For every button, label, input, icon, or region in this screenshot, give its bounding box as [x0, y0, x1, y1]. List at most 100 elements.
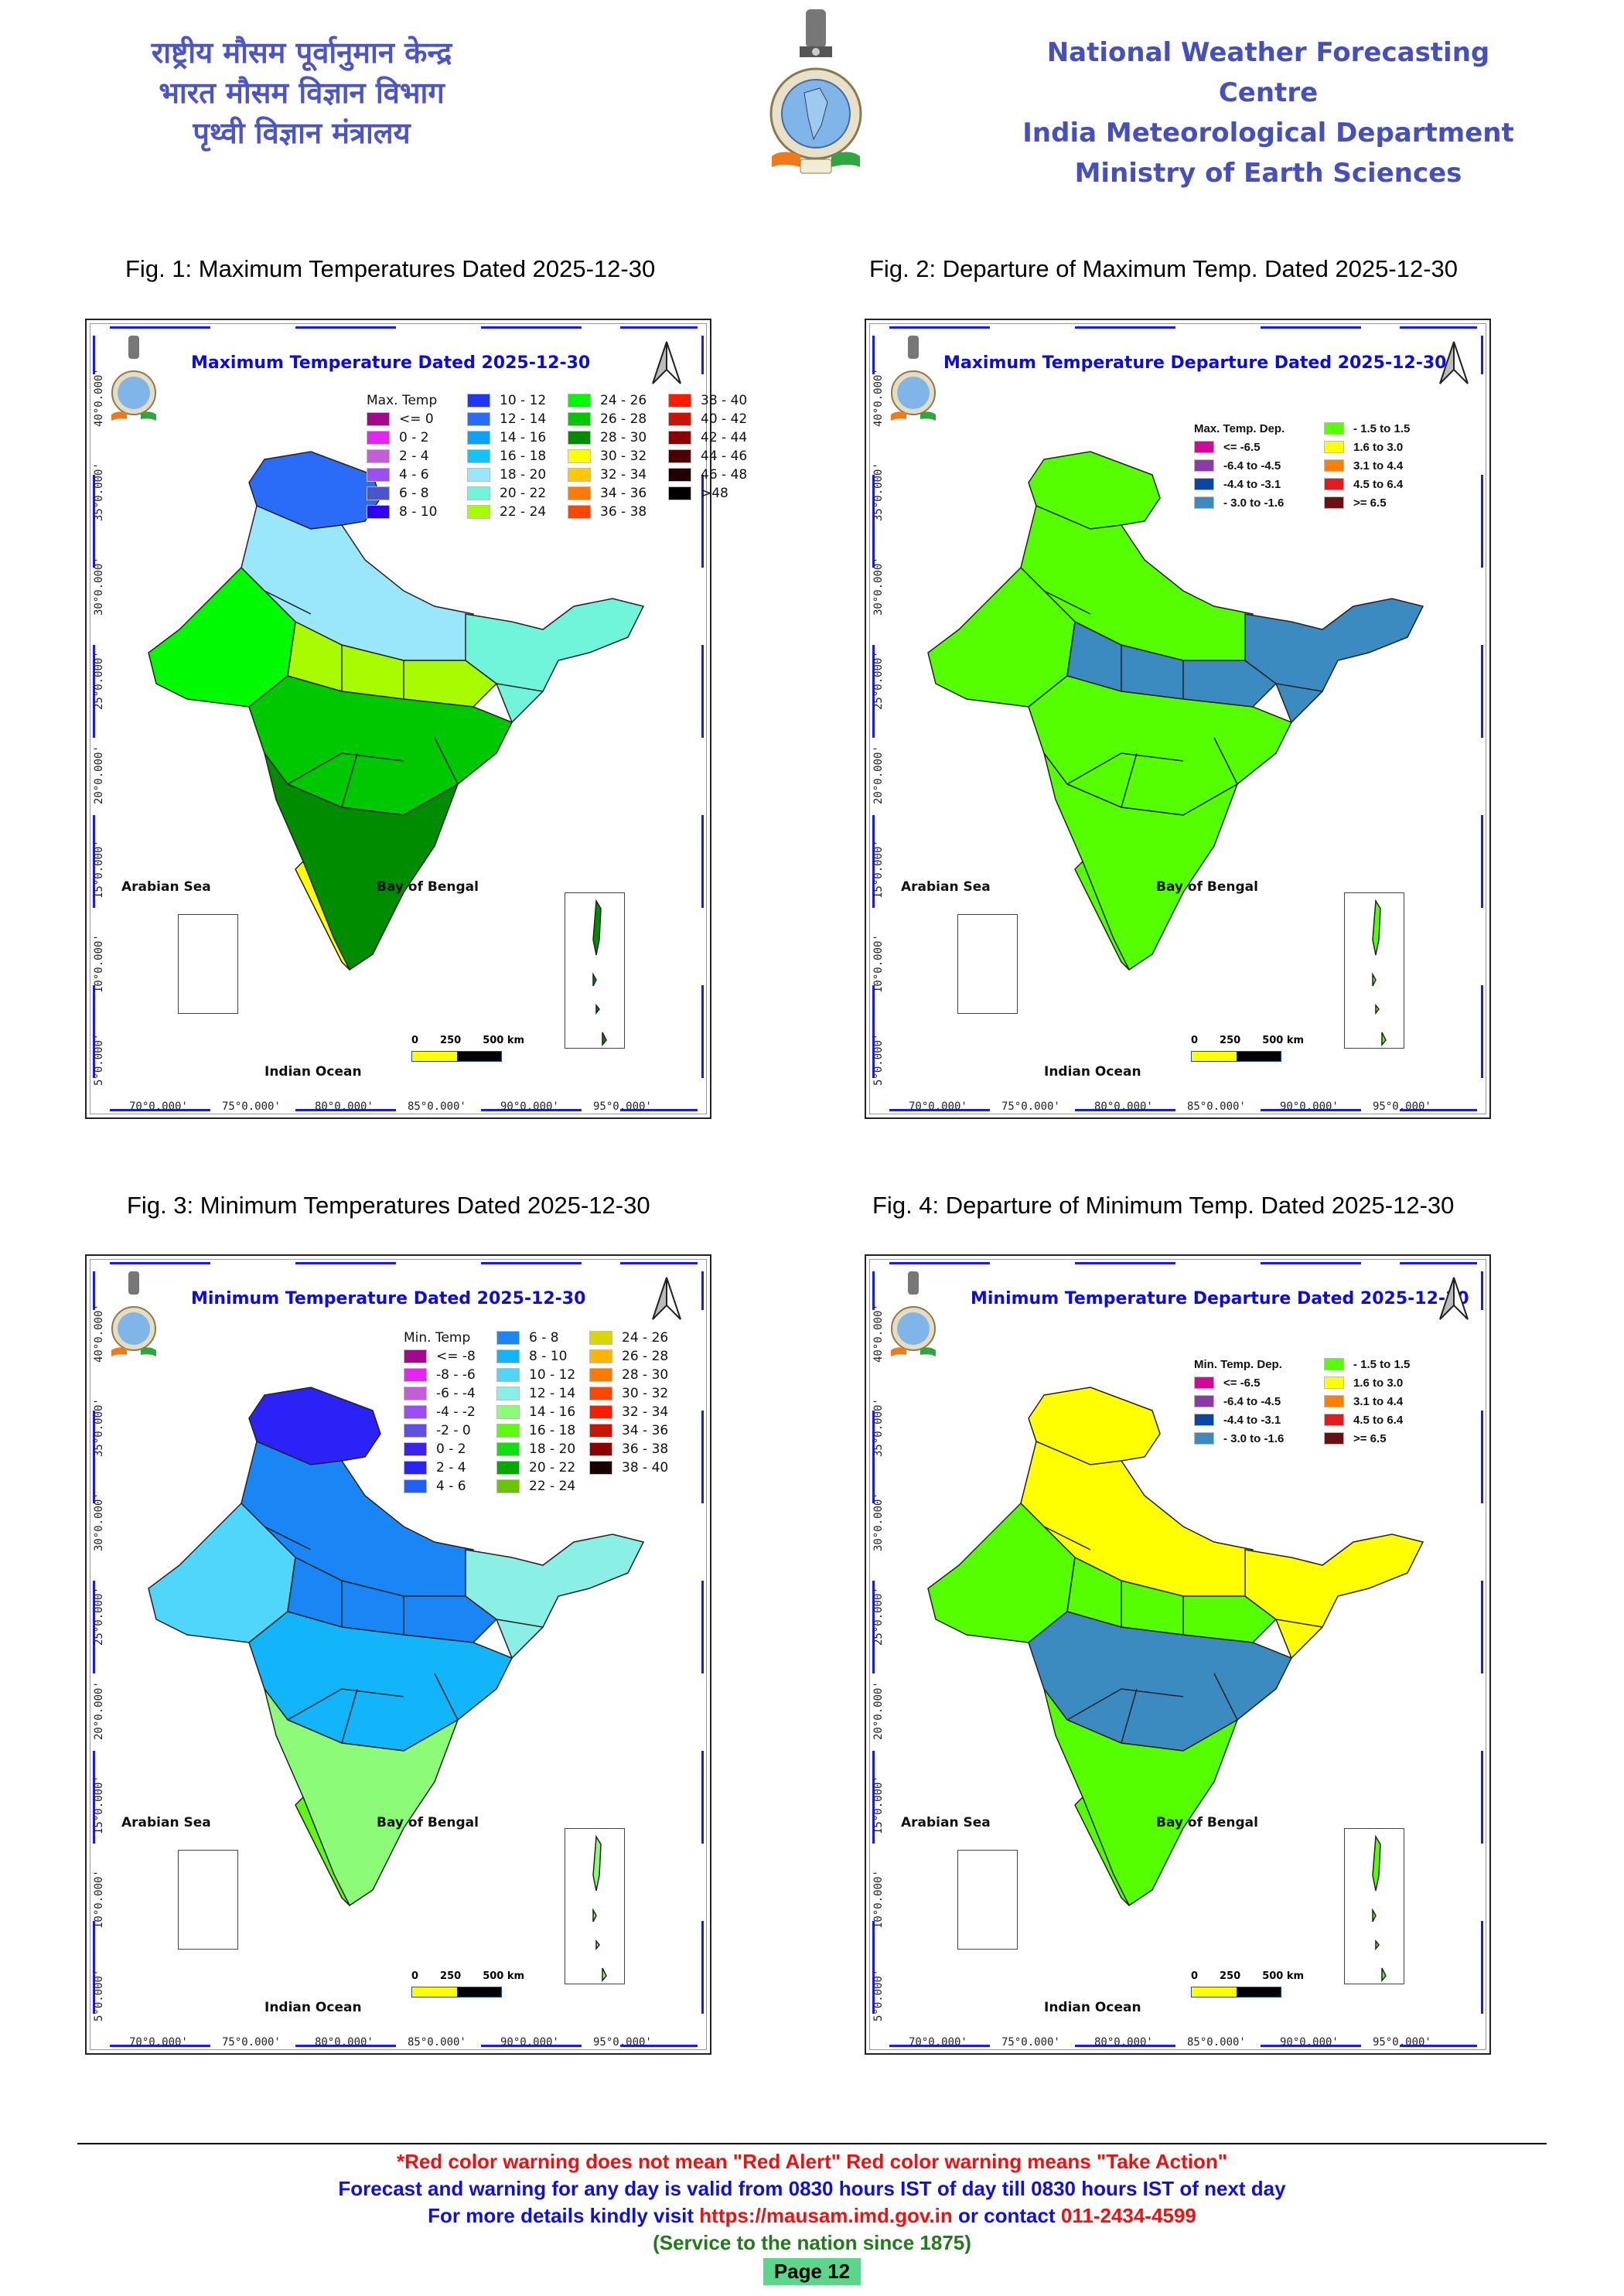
legend-label: 20 - 22	[500, 486, 547, 501]
legend-swatch	[589, 1461, 612, 1475]
frame-tick	[1075, 326, 1175, 329]
frame-tick	[872, 815, 875, 908]
legend-label: 14 - 16	[529, 1404, 576, 1420]
contact-mid: or contact	[952, 2204, 1061, 2227]
legend-item: >= 6.5	[1324, 1429, 1440, 1448]
legend-swatch	[1324, 459, 1344, 472]
andaman-islands	[592, 899, 607, 1047]
legend-label: 16 - 18	[529, 1423, 576, 1438]
legend-label: >= 6.5	[1353, 1431, 1387, 1445]
map-title: Minimum Temperature Departure Dated 2025…	[971, 1289, 1469, 1308]
legend-label: 30 - 32	[600, 449, 647, 464]
legend-swatch	[668, 449, 691, 463]
legend-column: - 1.5 to 1.5 1.6 to 3.0 3.1 to 4.4 4.5 to 6…	[1324, 419, 1440, 512]
lakshadweep-inset	[957, 1850, 1018, 1950]
legend-swatch	[589, 1349, 612, 1363]
scale-label-0: 0	[411, 1970, 419, 1982]
legend-label: 18 - 20	[500, 467, 547, 483]
longitude-label: 95°0.000'	[593, 1100, 652, 1113]
legend-swatch	[1324, 422, 1344, 435]
north-arrow-icon	[1439, 1277, 1469, 1320]
map-title: Maximum Temperature Dated 2025-12-30	[191, 353, 591, 373]
legend-swatch	[1194, 478, 1214, 490]
latitude-label: 20°0.000'	[93, 1681, 105, 1740]
legend-item: 42 - 44	[668, 428, 769, 447]
map-region-east	[465, 1534, 645, 1660]
frame-tick	[93, 645, 95, 738]
legend-swatch	[589, 1424, 612, 1438]
frame-tick	[1261, 1109, 1361, 1111]
frame-tick	[93, 1921, 95, 2014]
scale-label-0: 0	[411, 1035, 419, 1046]
latitude-label: 40°0.000'	[93, 1304, 105, 1363]
latitude-label: 10°0.000'	[872, 1870, 885, 1929]
map-region-north	[248, 1387, 381, 1465]
english-header: National Weather Forecasting Centre Indi…	[1005, 32, 1531, 193]
legend-swatch	[1324, 1414, 1344, 1426]
frame-tick	[93, 815, 95, 908]
longitude-label: 80°0.000'	[315, 2036, 374, 2049]
frame-tick	[110, 1109, 210, 1111]
legend-swatch	[404, 1349, 427, 1363]
latitude-label: 40°0.000'	[872, 368, 885, 427]
national-emblem-icon	[800, 9, 832, 57]
map-title: Minimum Temperature Dated 2025-12-30	[191, 1289, 586, 1308]
hindi-line-2: भारत मौसम विज्ञान विभाग	[159, 76, 445, 110]
frame-tick	[872, 1271, 875, 1310]
legend-item: 3.1 to 4.4	[1324, 456, 1440, 475]
legend-swatch	[496, 1442, 520, 1456]
legend-swatch	[1194, 441, 1214, 453]
legend-item: 24 - 26	[589, 1329, 682, 1347]
legend-label: 46 - 48	[701, 467, 748, 483]
legend-swatch	[1194, 459, 1214, 472]
legend-column: Max. Temp <= 0 0 - 2 2 - 4 4 - 6 6 - 8 8 - 10	[367, 391, 467, 521]
legend-label: 8 - 10	[529, 1349, 568, 1364]
legend-label: 4.5 to 6.4	[1353, 477, 1404, 491]
andaman-nicobar-inset	[565, 892, 625, 1049]
legend-item: 6 - 8	[367, 484, 467, 503]
legend-label: 34 - 36	[622, 1423, 669, 1438]
legend-label: 6 - 8	[399, 486, 429, 501]
english-line-1: National Weather Forecasting Centre	[1046, 37, 1490, 108]
scale-bar: 0 250 500 km	[1191, 1970, 1304, 1997]
latitude-label: 30°0.000'	[872, 1493, 885, 1551]
legend-swatch	[404, 1442, 427, 1456]
arabian-sea-label: Arabian Sea	[121, 1815, 211, 1830]
legend-label: 38 - 40	[622, 1460, 669, 1476]
indian-ocean-label: Indian Ocean	[264, 2000, 362, 2015]
website-link[interactable]: https://mausam.imd.gov.in	[699, 2204, 953, 2227]
frame-tick	[620, 2045, 698, 2047]
legend-swatch	[404, 1479, 427, 1493]
legend-item: >= 6.5	[1324, 493, 1440, 512]
scale-label-0: 0	[1191, 1035, 1199, 1046]
frame-tick	[701, 985, 704, 1078]
legend-item: 28 - 30	[589, 1366, 682, 1384]
legend-label: 26 - 28	[622, 1349, 669, 1364]
legend-item: 4.5 to 6.4	[1324, 1411, 1440, 1429]
latitude-label: 40°0.000'	[872, 1304, 885, 1363]
frame-tick	[701, 336, 704, 374]
legend-item: 16 - 18	[496, 1421, 589, 1440]
north-arrow-icon	[652, 1277, 681, 1320]
legend-item: 46 - 48	[668, 466, 769, 484]
legend-label: 12 - 14	[500, 411, 547, 427]
longitude-label: 90°0.000'	[500, 2036, 559, 2049]
legend-swatch	[668, 431, 691, 445]
legend-swatch	[568, 468, 591, 482]
latitude-label: 25°0.000'	[93, 1587, 105, 1646]
legend-label: 2 - 4	[436, 1460, 466, 1476]
frame-tick	[481, 326, 582, 329]
scale-bar: 0 250 500 km	[411, 1970, 524, 1997]
latitude-label: 35°0.000'	[872, 462, 885, 521]
frame-tick	[1400, 2045, 1477, 2047]
legend-item: 34 - 36	[568, 484, 668, 503]
contact-prefix: For more details kindly visit	[428, 2204, 700, 2227]
frame-tick	[872, 1581, 875, 1673]
legend-item: 14 - 16	[496, 1403, 589, 1421]
legend-column: 24 - 26 26 - 28 28 - 30 30 - 32 32 - 34 34 - …	[589, 1329, 682, 1496]
scale-label-500: 500 km	[1262, 1035, 1305, 1046]
legend-swatch	[1194, 1432, 1214, 1445]
legend-label: 22 - 24	[500, 504, 547, 520]
latitude-label: 5°0.000'	[93, 1033, 105, 1086]
latitude-label: 30°0.000'	[872, 557, 885, 616]
